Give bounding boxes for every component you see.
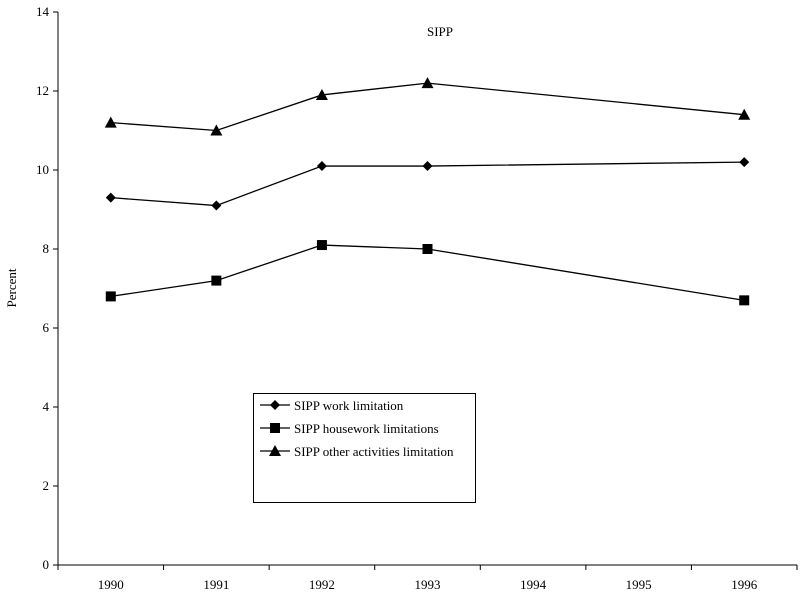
legend-entry: SIPP housework limitations (258, 421, 471, 436)
marker (739, 295, 750, 306)
legend-swatch (260, 423, 290, 433)
marker (739, 157, 750, 168)
y-axis-label: Percent (4, 268, 19, 307)
x-tick-label: 1991 (203, 577, 229, 592)
y-tick-label: 8 (43, 241, 50, 256)
x-tick-label: 1990 (98, 577, 124, 592)
marker (316, 161, 327, 172)
y-tick-label: 6 (43, 320, 50, 335)
marker (738, 108, 751, 120)
marker (210, 124, 223, 136)
x-tick-label: 1994 (520, 577, 547, 592)
x-tick-label: 1996 (731, 577, 758, 592)
y-tick-label: 12 (36, 83, 49, 98)
marker (211, 200, 222, 211)
y-tick-label: 10 (36, 162, 49, 177)
x-tick-label: 1993 (415, 577, 441, 592)
marker (104, 116, 117, 128)
x-tick-label: 1992 (309, 577, 335, 592)
marker (422, 161, 433, 172)
marker (105, 192, 116, 203)
marker (422, 244, 433, 254)
marker (105, 291, 116, 302)
legend-entry: SIPP other activities limitation (258, 444, 471, 459)
legend-entry: SIPP work limitation (258, 398, 471, 413)
legend-label: SIPP other activities limitation (294, 444, 454, 459)
legend-swatch (260, 400, 290, 410)
marker (269, 445, 281, 456)
marker (270, 423, 280, 433)
chart-title: SIPP (427, 24, 453, 39)
marker (211, 275, 222, 286)
series-line (110, 82, 745, 132)
marker (316, 240, 327, 251)
marker (421, 77, 434, 89)
legend-label: SIPP work limitation (294, 398, 404, 413)
legend-swatch (260, 445, 290, 456)
y-tick-label: 2 (43, 478, 50, 493)
y-tick-label: 14 (36, 4, 50, 19)
marker (315, 88, 328, 100)
y-tick-label: 0 (43, 557, 50, 572)
legend: SIPP work limitation SIPP housework limit… (253, 393, 476, 503)
legend-label: SIPP housework limitations (294, 421, 439, 436)
x-tick-label: 1995 (626, 577, 652, 592)
y-tick-label: 4 (43, 399, 50, 414)
marker (270, 400, 280, 410)
